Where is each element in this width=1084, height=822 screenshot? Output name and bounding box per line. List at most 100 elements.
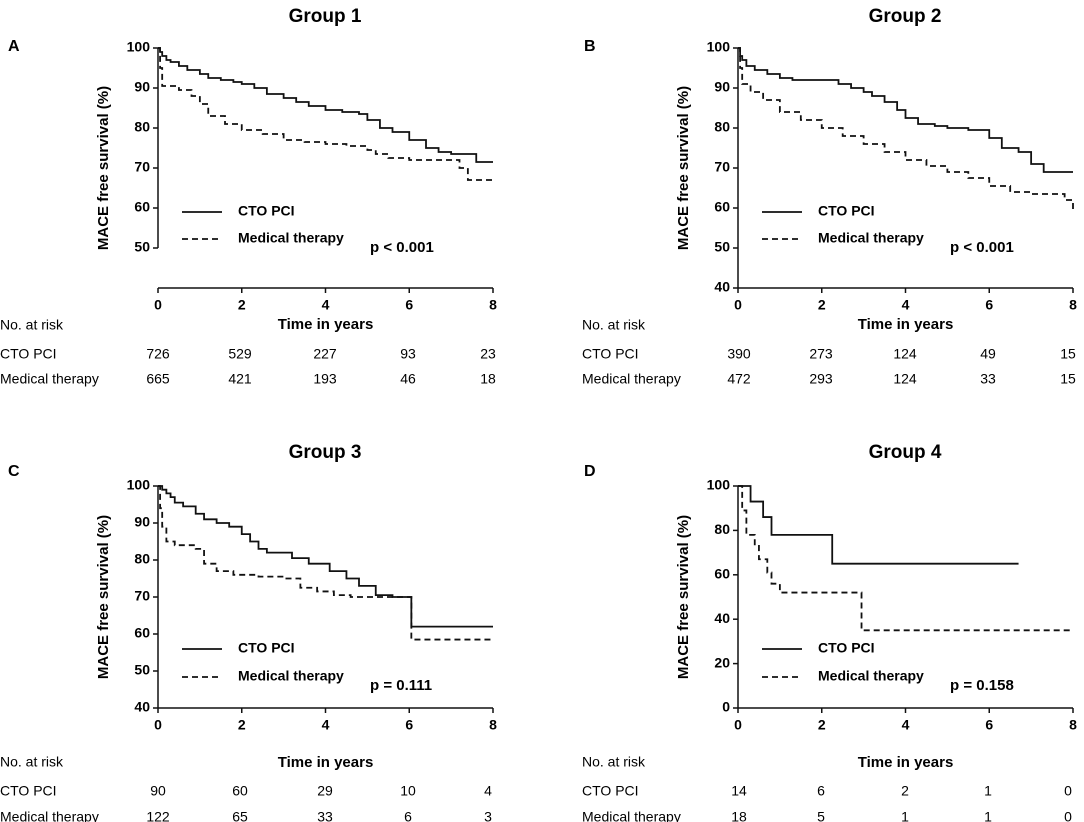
panel-b-risk-row-label: CTO PCI: [582, 346, 639, 362]
panel-c-p-value: p = 0.111: [370, 677, 432, 694]
panel-b-risk-value: 273: [809, 346, 833, 362]
panel-a-legend-label: CTO PCI: [238, 203, 295, 219]
panel-b-risk-value: 15: [1060, 371, 1076, 387]
panel-a-risk-value: 529: [228, 346, 252, 362]
panel-c-legend-label: CTO PCI: [238, 640, 295, 656]
panel-b-legend-label: CTO PCI: [818, 203, 875, 219]
panel-d-x-axis-label: Time in years: [858, 754, 954, 771]
panel-b-p-value: p < 0.001: [950, 239, 1014, 256]
panel-a-risk-row-label: CTO PCI: [0, 346, 57, 362]
panel-c-y-axis-label: MACE free survival (%): [95, 515, 112, 679]
panel-b-y-axis-label: MACE free survival (%): [675, 86, 692, 250]
panel-b-risk-value: 15: [1060, 346, 1076, 362]
panel-a-risk-value: 193: [313, 371, 337, 387]
panel-d-legend-label: CTO PCI: [818, 640, 875, 656]
panel-d-risk-value: 0: [1064, 783, 1072, 799]
panel-c-x-tick-label: 0: [154, 717, 162, 733]
panel-d-p-value: p = 0.158: [950, 677, 1014, 694]
panel-d-y-tick-label: 60: [714, 566, 730, 582]
panel-a-x-tick-label: 4: [322, 297, 330, 313]
panel-b-series-medical-therapy: [738, 47, 1074, 210]
panel-d-risk-value: 18: [731, 809, 747, 822]
panel-b-x-axis-label: Time in years: [858, 316, 954, 333]
panel-c-y-tick-label: 100: [127, 477, 151, 493]
panel-a-x-tick-label: 6: [405, 297, 413, 313]
panel-b-series-cto-pci: [738, 47, 1073, 173]
panel-b-risk-value: 49: [980, 346, 996, 362]
panel-a-y-tick-label: 50: [134, 239, 150, 255]
panel-d-risk-value: 1: [901, 809, 909, 822]
panel-c-risk-row-label: Medical therapy: [0, 809, 99, 822]
panel-a-risk-value: 23: [480, 346, 496, 362]
panel-d-risk-value: 2: [901, 783, 909, 799]
panel-a-risk-value: 18: [480, 371, 496, 387]
panel-c-x-tick-label: 4: [322, 717, 330, 733]
panel-c-risk-value: 60: [232, 783, 248, 799]
panel-d-risk-value: 5: [817, 809, 825, 822]
panel-a-risk-value: 46: [400, 371, 416, 387]
panel-d-risk-row-label: Medical therapy: [582, 809, 681, 822]
panel-d-risk-value: 0: [1064, 809, 1072, 822]
panel-d-title: Group 4: [869, 442, 942, 463]
panel-a-x-axis-label: Time in years: [278, 316, 374, 333]
panel-b-y-tick-label: 80: [714, 119, 730, 135]
panel-d-risk-value: 6: [817, 783, 825, 799]
panel-a-legend-label: Medical therapy: [238, 230, 344, 246]
panel-b-risk-header: No. at risk: [582, 317, 646, 333]
panel-b-risk-value: 472: [727, 371, 751, 387]
panel-b-x-tick-label: 4: [902, 297, 910, 313]
panel-c-risk-value: 10: [400, 783, 416, 799]
panel-c-legend-label: Medical therapy: [238, 668, 344, 684]
panel-d-x-tick-label: 2: [818, 717, 826, 733]
panel-c-y-tick-label: 70: [134, 588, 150, 604]
panel-c-y-tick-label: 40: [134, 699, 150, 715]
panel-b-y-tick-label: 60: [714, 199, 730, 215]
panel-a-y-tick-label: 100: [127, 39, 151, 55]
panel-a-y-tick-label: 70: [134, 159, 150, 175]
panel-c-series-medical-therapy: [158, 485, 493, 641]
panel-b-y-tick-label: 100: [707, 39, 731, 55]
panel-b-x-tick-label: 2: [818, 297, 826, 313]
panel-c-letter: C: [8, 463, 20, 480]
panel-d-y-tick-label: 80: [714, 521, 730, 537]
panel-a-x-tick-label: 2: [238, 297, 246, 313]
panel-a-risk-row-label: Medical therapy: [0, 371, 99, 387]
panel-d-x-tick-label: 6: [985, 717, 993, 733]
panel-c-series-cto-pci: [158, 485, 493, 628]
panel-a-series-medical-therapy: [158, 47, 493, 181]
panel-b-risk-row-label: Medical therapy: [582, 371, 681, 387]
panel-b-risk-value: 293: [809, 371, 833, 387]
panel-b-y-tick-label: 50: [714, 239, 730, 255]
panel-b-risk-value: 124: [893, 371, 917, 387]
panel-c-title: Group 3: [289, 442, 362, 463]
panel-a-y-tick-label: 90: [134, 79, 150, 95]
panel-a-letter: A: [8, 38, 20, 55]
panel-d-x-tick-label: 8: [1069, 717, 1077, 733]
panel-c-x-tick-label: 8: [489, 717, 497, 733]
panel-c-risk-value: 65: [232, 809, 248, 822]
panel-b-legend-label: Medical therapy: [818, 230, 924, 246]
panel-a-y-tick-label: 80: [134, 119, 150, 135]
panel-d-series-medical-therapy: [738, 485, 1073, 632]
panel-a-risk-header: No. at risk: [0, 317, 64, 333]
panel-c-risk-value: 90: [150, 783, 166, 799]
panel-b-title: Group 2: [869, 6, 942, 27]
panel-a-series-cto-pci: [158, 47, 493, 163]
panel-a-risk-value: 93: [400, 346, 416, 362]
panel-a-risk-value: 227: [313, 346, 337, 362]
panel-a-y-tick-label: 60: [134, 199, 150, 215]
panel-b-risk-value: 33: [980, 371, 996, 387]
panel-a-risk-value: 665: [146, 371, 170, 387]
panel-d-letter: D: [584, 463, 596, 480]
panel-d-y-axis-label: MACE free survival (%): [675, 515, 692, 679]
panel-b-y-tick-label: 40: [714, 279, 730, 295]
panel-d-risk-header: No. at risk: [582, 754, 646, 770]
panel-c-x-tick-label: 6: [405, 717, 413, 733]
panel-d-risk-value: 14: [731, 783, 747, 799]
panel-b-x-tick-label: 6: [985, 297, 993, 313]
panel-c-y-tick-label: 60: [134, 625, 150, 641]
panel-c-y-tick-label: 50: [134, 662, 150, 678]
panel-c-x-axis-label: Time in years: [278, 754, 374, 771]
panel-c-risk-header: No. at risk: [0, 754, 64, 770]
panel-d-y-tick-label: 40: [714, 610, 730, 626]
